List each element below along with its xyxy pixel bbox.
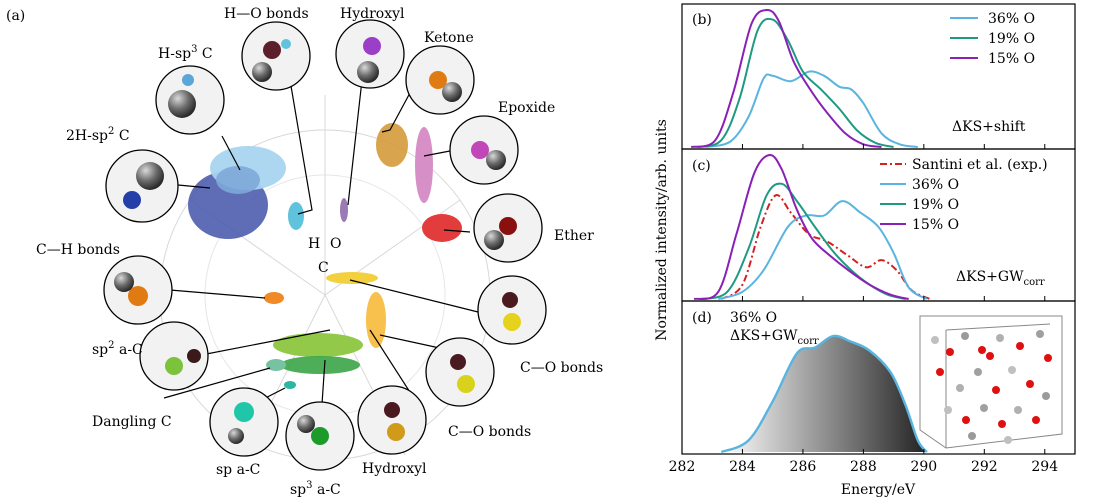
cluster-epoxide bbox=[415, 127, 433, 203]
panel-c: (c) Santini et al. (exp.) 36% O 19% O 15… bbox=[681, 148, 1076, 302]
legend-c-36: 36% O bbox=[912, 177, 959, 193]
molecule-c-o-upper bbox=[477, 275, 547, 345]
label-h-o-bonds: H—O bonds bbox=[224, 6, 309, 22]
cluster-h-sp3-c-core bbox=[216, 166, 260, 194]
cluster-h-o-bonds bbox=[288, 202, 304, 230]
panel-b-legend: 36% O 19% O 15% O bbox=[950, 11, 1035, 67]
label-sp-a-c: sp a-C bbox=[216, 462, 260, 478]
panel-c-series-2 bbox=[699, 182, 906, 300]
legend-c-19: 19% O bbox=[912, 197, 959, 213]
label-2h-sp2-c: 2H-sp2 C bbox=[66, 126, 130, 144]
structure-inset bbox=[919, 315, 1063, 449]
panel-d-label-2: ΔKS+GWcorr bbox=[730, 328, 819, 347]
cluster-ether bbox=[422, 214, 462, 242]
molecule-sp2-a-c bbox=[139, 321, 209, 391]
panel-c-legend: Santini et al. (exp.) 36% O 19% O 15% O bbox=[880, 157, 1048, 233]
center-label-o: O bbox=[330, 236, 341, 252]
x-tick-label: 292 bbox=[971, 459, 998, 475]
panel-c-series-1 bbox=[718, 200, 928, 300]
molecule-hydroxyl-lower bbox=[357, 385, 427, 455]
molecule-sp-a-c bbox=[209, 387, 279, 457]
molecule-hydroxyl-upper bbox=[335, 19, 405, 89]
panel-b-letter: (b) bbox=[692, 12, 712, 28]
panel-d: (d) 36% O ΔKS+GWcorr bbox=[681, 300, 1076, 455]
panel-d-label-1: 36% O bbox=[730, 310, 777, 326]
inset-box bbox=[919, 315, 1063, 449]
label-sp3-a-c: sp3 a-C bbox=[290, 480, 341, 498]
legend-b-19: 19% O bbox=[988, 31, 1035, 47]
label-dangling-c: Dangling C bbox=[92, 414, 172, 430]
cluster-sp-a-c bbox=[284, 381, 296, 389]
inset-edge-1 bbox=[945, 323, 1051, 331]
label-c-h-bonds: C—H bonds bbox=[36, 242, 120, 258]
panel-c-method: ΔKS+GWcorr bbox=[956, 269, 1045, 288]
panel-a-letter: (a) bbox=[6, 8, 25, 24]
panel-d-plot bbox=[720, 334, 928, 454]
molecule-ketone bbox=[405, 45, 475, 115]
panel-b-series-2 bbox=[690, 8, 882, 148]
label-c-o-bonds-upper: C—O bonds bbox=[520, 360, 603, 376]
x-axis-ticks: 282 284 286 288 290 292 294 bbox=[669, 144, 1058, 475]
x-tick-label: 284 bbox=[729, 459, 756, 475]
molecule-circles bbox=[103, 19, 547, 471]
label-ether: Ether bbox=[554, 228, 594, 244]
label-h-sp3-c: H-sp3 C bbox=[158, 44, 213, 62]
molecule-c-h-bonds bbox=[103, 255, 173, 325]
x-tick-label: 282 bbox=[669, 459, 696, 475]
molecule-c-o-lower bbox=[425, 337, 495, 407]
panel-b-plot bbox=[690, 8, 918, 148]
legend-b-15: 15% O bbox=[988, 51, 1035, 67]
panel-b-method: ΔKS+shift bbox=[952, 119, 1026, 135]
panel-b-series-1 bbox=[696, 17, 894, 148]
cluster-hydroxyl-upper bbox=[340, 198, 348, 222]
x-tick-label: 290 bbox=[910, 459, 937, 475]
legend-c-15: 15% O bbox=[912, 217, 959, 233]
label-epoxide: Epoxide bbox=[498, 100, 555, 116]
label-ketone: Ketone bbox=[424, 30, 474, 46]
cluster-sp3-a-c bbox=[280, 356, 360, 374]
spectra: Normalized intensity/arb. units Energy/e… bbox=[654, 3, 1076, 498]
molecule-ether bbox=[473, 193, 543, 263]
cluster-c-o-lower bbox=[366, 292, 386, 348]
panel-c-series-0 bbox=[720, 194, 931, 300]
legend-b-36: 36% O bbox=[988, 11, 1035, 27]
inset-atoms bbox=[931, 330, 1052, 444]
panel-d-fill bbox=[721, 335, 927, 452]
label-c-o-bonds-lower: C—O bonds bbox=[448, 424, 531, 440]
x-axis-label: Energy/eV bbox=[841, 482, 916, 498]
label-hydroxyl-lower: Hydroxyl bbox=[362, 461, 427, 477]
label-hydroxyl-upper: Hydroxyl bbox=[340, 6, 405, 22]
panel-c-series-3 bbox=[693, 154, 909, 301]
panel-d-letter: (d) bbox=[692, 310, 712, 326]
molecule-h-sp3-c bbox=[155, 65, 225, 135]
center-label-c: C bbox=[318, 260, 329, 276]
x-tick-label: 288 bbox=[850, 459, 877, 475]
molecule-epoxide bbox=[449, 115, 519, 185]
panel-a: (a) bbox=[6, 6, 603, 498]
panel-b-series-0 bbox=[705, 70, 918, 148]
panel-c-letter: (c) bbox=[692, 158, 711, 174]
x-tick-label: 286 bbox=[790, 459, 817, 475]
cluster-ketone bbox=[376, 123, 408, 167]
cluster-sp2-a-c bbox=[273, 333, 363, 357]
molecule-sp3-a-c bbox=[285, 401, 355, 471]
center-label-h: H bbox=[308, 236, 320, 252]
panel-d-series-0 bbox=[720, 334, 928, 454]
panel-d-frame bbox=[681, 300, 1076, 455]
cluster-c-h-bonds bbox=[264, 292, 284, 304]
molecule-h-o-bonds bbox=[241, 21, 311, 91]
panel-c-plot bbox=[693, 154, 931, 301]
molecule-2h-sp2-c bbox=[105, 149, 179, 223]
scatter-clusters bbox=[188, 123, 462, 389]
legend-c-exp: Santini et al. (exp.) bbox=[912, 157, 1048, 173]
cluster-dangling-c bbox=[266, 359, 286, 371]
panel-b: (b) 36% O 19% O 15% O ΔKS+shift bbox=[681, 3, 1076, 150]
y-axis-label: Normalized intensity/arb. units bbox=[654, 119, 670, 341]
label-sp2-a-c: sp2 a-C bbox=[92, 340, 143, 358]
cluster-c-o-upper bbox=[326, 272, 378, 284]
x-tick-label: 294 bbox=[1031, 459, 1058, 475]
